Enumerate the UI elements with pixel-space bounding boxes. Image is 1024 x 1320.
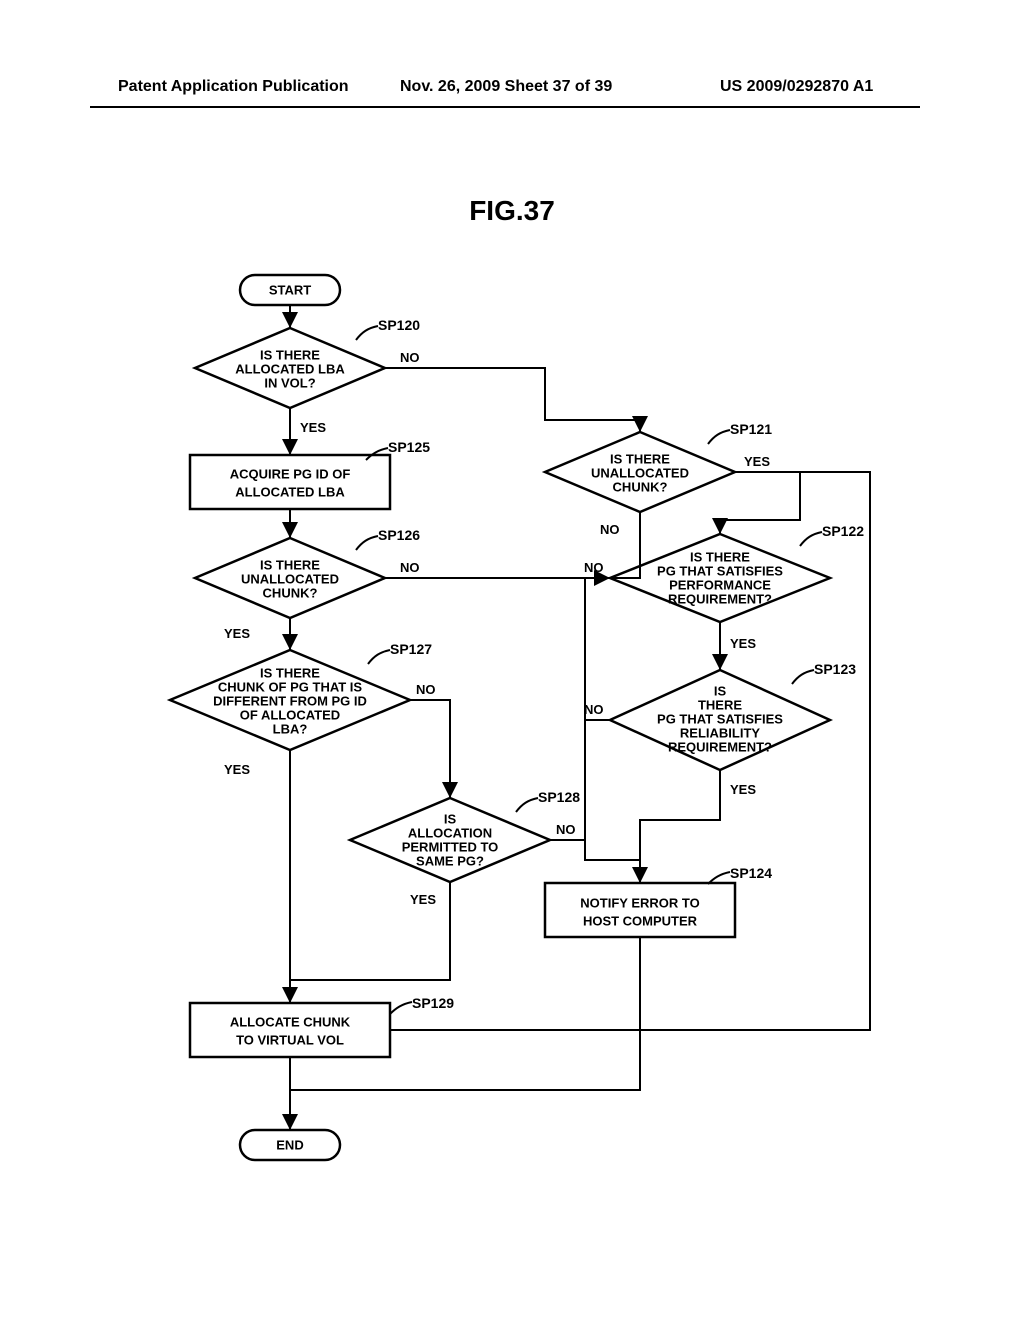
- sp129-ref: SP129: [412, 995, 454, 1011]
- sp126-l1: IS THERE: [260, 557, 320, 572]
- sp126-ref: SP126: [378, 527, 420, 543]
- sp121-l2: UNALLOCATED: [591, 465, 689, 480]
- sp128-l3: PERMITTED TO: [402, 839, 499, 854]
- edge-sp123-sp124: [640, 770, 720, 860]
- header-publication: Patent Application Publication: [118, 78, 349, 96]
- sp120-yes: YES: [300, 420, 326, 435]
- sp122-ref: SP122: [822, 523, 864, 539]
- sp123-yes: YES: [730, 782, 756, 797]
- edge-sp120-sp121: [385, 368, 640, 432]
- sp125-ref: SP125: [388, 439, 430, 455]
- sp128-yes: YES: [410, 892, 436, 907]
- sp128-l4: SAME PG?: [416, 853, 484, 868]
- sp128-l2: ALLOCATION: [408, 825, 492, 840]
- edge-sp128-sp124: [550, 840, 640, 883]
- sp127-l2: CHUNK OF PG THAT IS: [218, 679, 363, 694]
- sp124-l1: NOTIFY ERROR TO: [580, 895, 699, 910]
- sp128-l1: IS: [444, 811, 457, 826]
- sp127-l1: IS THERE: [260, 665, 320, 680]
- node-sp129: [190, 1003, 390, 1057]
- sp127-ref: SP127: [390, 641, 432, 657]
- sp124-l2: HOST COMPUTER: [583, 913, 698, 928]
- sp121-yes: YES: [744, 454, 770, 469]
- sp120-no: NO: [400, 350, 420, 365]
- sp125-l2: ALLOCATED LBA: [235, 484, 345, 499]
- sp127-l3: DIFFERENT FROM PG ID: [213, 693, 367, 708]
- sp120-l1: IS THERE: [260, 347, 320, 362]
- sp127-no: NO: [416, 682, 436, 697]
- node-end-text: END: [276, 1137, 303, 1152]
- node-sp125: [190, 455, 390, 509]
- figure-title: FIG.37: [469, 195, 555, 227]
- sp123-no-lbl: NO: [584, 702, 604, 717]
- sp123-l2: THERE: [698, 697, 742, 712]
- sp121-l1: IS THERE: [610, 451, 670, 466]
- sp127-l4: OF ALLOCATED: [240, 707, 340, 722]
- sp126-yes: YES: [224, 626, 250, 641]
- sp123-l1: IS: [714, 683, 727, 698]
- sp127-l5: LBA?: [273, 721, 308, 736]
- sp128-no: NO: [556, 822, 576, 837]
- sp122-no-lbl: NO: [584, 560, 604, 575]
- sp123-l5: REQUIREMENT?: [668, 739, 772, 754]
- sp121-l3: CHUNK?: [613, 479, 668, 494]
- sp122-l2: PG THAT SATISFIES: [657, 563, 783, 578]
- header-pubnumber: US 2009/0292870 A1: [720, 78, 873, 96]
- sp123-l4: RELIABILITY: [680, 725, 760, 740]
- sp122-l4: REQUIREMENT?: [668, 591, 772, 606]
- sp125-l1: ACQUIRE PG ID OF: [230, 466, 351, 481]
- sp126-l2: UNALLOCATED: [241, 571, 339, 586]
- sp128-ref: SP128: [538, 789, 580, 805]
- sp129-l1: ALLOCATE CHUNK: [230, 1014, 351, 1029]
- sp127-yes: YES: [224, 762, 250, 777]
- edge-sp121-sp122: [720, 472, 800, 534]
- edge-sp127-sp128: [410, 700, 450, 798]
- flowchart: START IS THERE ALLOCATED LBA IN VOL? SP1…: [100, 260, 920, 1210]
- sp122-l1: IS THERE: [690, 549, 750, 564]
- sp120-l2: ALLOCATED LBA: [235, 361, 345, 376]
- header-date-sheet: Nov. 26, 2009 Sheet 37 of 39: [400, 78, 612, 96]
- sp126-no: NO: [400, 560, 420, 575]
- sp122-l3: PERFORMANCE: [669, 577, 771, 592]
- sp120-ref: SP120: [378, 317, 420, 333]
- sp126-l3: CHUNK?: [263, 585, 318, 600]
- sp120-l3: IN VOL?: [264, 375, 315, 390]
- node-start-text: START: [269, 282, 311, 297]
- sp123-l3: PG THAT SATISFIES: [657, 711, 783, 726]
- edge-sp121-sp129: [390, 472, 870, 1030]
- header-rule: [90, 106, 920, 108]
- sp121-no: NO: [600, 522, 620, 537]
- sp122-yes: YES: [730, 636, 756, 651]
- sp121-ref: SP121: [730, 421, 772, 437]
- sp123-ref: SP123: [814, 661, 856, 677]
- sp129-l2: TO VIRTUAL VOL: [236, 1032, 344, 1047]
- sp124-ref: SP124: [730, 865, 772, 881]
